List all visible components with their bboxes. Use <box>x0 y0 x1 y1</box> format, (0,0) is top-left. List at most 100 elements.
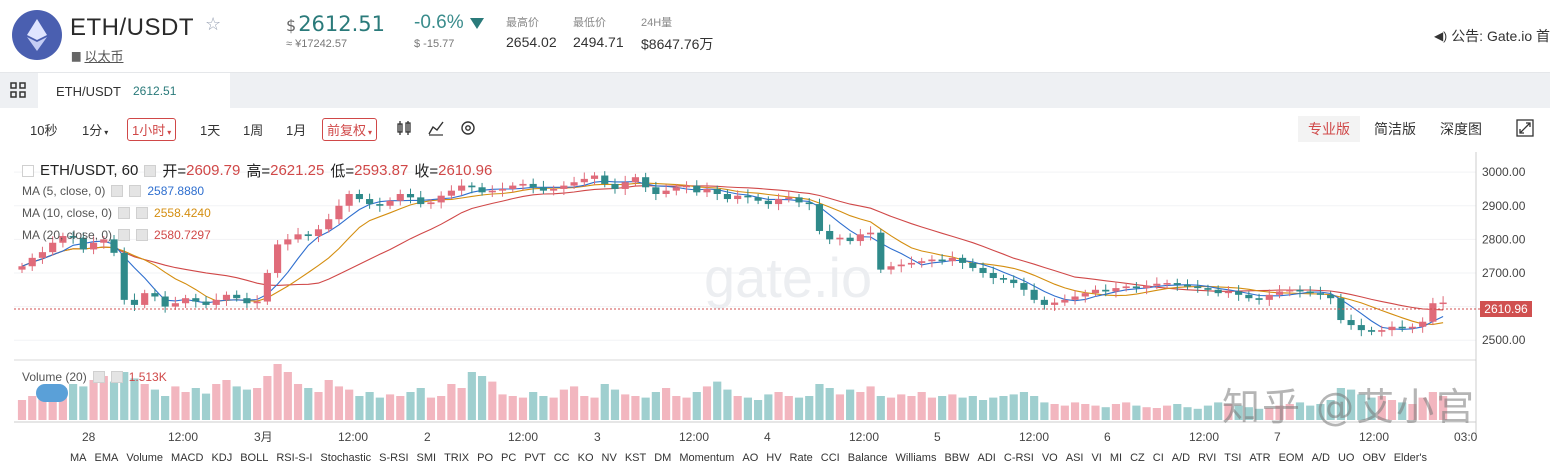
indicator-item[interactable]: EMA <box>94 452 119 464</box>
interval-1d[interactable]: 1天 <box>200 123 221 138</box>
indicator-icon[interactable] <box>428 120 444 136</box>
volume-bar <box>754 400 763 420</box>
volume-bar <box>1387 400 1397 420</box>
indicator-item[interactable]: BOLL <box>240 452 269 464</box>
ma20-settings-icon[interactable] <box>118 229 131 241</box>
interval-1m[interactable]: 1分 ▾ <box>82 123 109 138</box>
indicator-item[interactable]: EOM <box>1278 452 1304 464</box>
settings-box-icon[interactable] <box>144 164 157 177</box>
candle-body <box>202 301 210 305</box>
announcement[interactable]: ◀) 公告: Gate.io 首 <box>1433 28 1550 44</box>
candle-body <box>560 185 568 189</box>
favorite-star-icon[interactable]: ☆ <box>205 14 222 34</box>
indicator-item[interactable]: C-RSI <box>1003 452 1034 464</box>
indicator-item[interactable]: KST <box>624 452 647 464</box>
volume-bar <box>1285 404 1294 420</box>
view-simple-button[interactable]: 简洁版 <box>1374 121 1416 137</box>
indicator-item[interactable]: ASI <box>1065 452 1084 464</box>
volume-badge-icon[interactable] <box>36 384 68 402</box>
indicator-item[interactable]: CI <box>1152 452 1164 464</box>
view-depth-button[interactable]: 深度图 <box>1440 121 1482 137</box>
coin-info-link[interactable]: ▆ 以太币 <box>72 46 123 65</box>
candle-body <box>110 239 118 253</box>
indicator-item[interactable]: TRIX <box>444 452 470 464</box>
volume-bar <box>897 394 906 420</box>
indicator-item[interactable]: KDJ <box>211 452 233 464</box>
chart-svg[interactable]: 3000.002900.002800.002700.002600.002500.… <box>14 152 1550 452</box>
indicator-item[interactable]: HV <box>766 452 782 464</box>
ma20-close-icon[interactable] <box>136 229 149 241</box>
volume-close-icon[interactable] <box>110 371 123 383</box>
price-cny: ≈ ¥17242.57 <box>286 38 348 50</box>
fullscreen-icon[interactable] <box>1516 119 1534 137</box>
indicator-item[interactable]: SMI <box>416 452 437 464</box>
indicator-item[interactable]: NV <box>601 452 617 464</box>
indicator-item[interactable]: MACD <box>171 452 204 464</box>
indicator-item[interactable]: BBW <box>944 452 970 464</box>
indicator-item[interactable]: KO <box>577 452 594 464</box>
volume-bar <box>825 388 834 420</box>
settings-icon[interactable] <box>460 120 476 136</box>
indicator-item[interactable]: PVT <box>524 452 546 464</box>
indicator-item[interactable]: RVI <box>1198 452 1217 464</box>
ma5-close-icon[interactable] <box>129 185 142 197</box>
indicator-item[interactable]: DM <box>654 452 672 464</box>
indicator-item[interactable]: Rate <box>789 452 813 464</box>
indicator-item[interactable]: Momentum <box>679 452 735 464</box>
indicator-item[interactable]: Elder's <box>1393 452 1427 464</box>
indicator-item[interactable]: TSI <box>1224 452 1242 464</box>
indicator-item[interactable]: Volume <box>126 452 164 464</box>
indicator-item[interactable]: CZ <box>1130 452 1145 464</box>
interval-1w[interactable]: 1周 <box>243 123 264 138</box>
indicator-item[interactable]: A/D <box>1311 452 1330 464</box>
view-pro-button[interactable]: 专业版 <box>1298 116 1360 142</box>
volume-bar <box>1152 408 1161 420</box>
candle-body <box>693 185 701 193</box>
candle-body <box>1010 279 1018 284</box>
volume-stat: 24H量 $8647.76万 <box>641 17 714 52</box>
chart-area[interactable]: 3000.002900.002800.002700.002600.002500.… <box>14 152 1550 472</box>
volume-bar <box>1347 389 1356 420</box>
indicator-item[interactable]: MI <box>1109 452 1123 464</box>
indicator-item[interactable]: VO <box>1041 452 1058 464</box>
candle-body <box>672 187 680 191</box>
grid-icon[interactable] <box>10 82 26 98</box>
ma10-settings-icon[interactable] <box>118 207 131 219</box>
indicator-item[interactable]: Balance <box>847 452 888 464</box>
candle-body <box>601 175 609 184</box>
indicator-item[interactable]: PC <box>501 452 517 464</box>
indicator-item[interactable]: CCI <box>820 452 840 464</box>
volume-bar <box>978 400 988 420</box>
ma5-settings-icon[interactable] <box>111 185 124 197</box>
ma10-close-icon[interactable] <box>136 207 149 219</box>
interval-1h[interactable]: 1小时 ▾ <box>127 118 177 141</box>
volume-bar <box>1122 402 1131 420</box>
tab-eth-usdt[interactable]: ETH/USDT 2612.51 <box>38 73 230 109</box>
indicator-item[interactable]: Stochastic <box>320 452 372 464</box>
volume-settings-icon[interactable] <box>92 371 105 383</box>
collapse-box-icon[interactable] <box>22 164 34 177</box>
candle-body <box>938 259 946 262</box>
indicator-item[interactable]: UO <box>1337 452 1355 464</box>
interval-1mo[interactable]: 1月 <box>286 123 307 138</box>
adjust-select[interactable]: 前复权 ▾ <box>322 118 378 141</box>
indicator-item[interactable]: Williams <box>895 452 937 464</box>
indicator-item[interactable]: MA <box>70 452 87 464</box>
indicator-item[interactable]: RSI-S-I <box>276 452 313 464</box>
candle-type-icon[interactable] <box>396 120 412 136</box>
volume-bar <box>886 397 896 420</box>
indicator-item[interactable]: ATR <box>1249 452 1271 464</box>
indicator-item[interactable]: VI <box>1091 452 1102 464</box>
indicator-item[interactable]: OBV <box>1362 452 1386 464</box>
candle-body <box>1337 298 1345 321</box>
volume-bar <box>1357 394 1366 420</box>
indicator-item[interactable]: A/D <box>1171 452 1191 464</box>
indicator-item[interactable]: ADI <box>977 452 996 464</box>
volume-bar <box>917 392 926 420</box>
interval-10s[interactable]: 10秒 <box>30 123 58 138</box>
indicator-item[interactable]: AO <box>742 452 759 464</box>
candle-body <box>488 190 496 193</box>
indicator-item[interactable]: CC <box>553 452 570 464</box>
indicator-item[interactable]: S-RSI <box>379 452 409 464</box>
indicator-item[interactable]: PO <box>477 452 494 464</box>
